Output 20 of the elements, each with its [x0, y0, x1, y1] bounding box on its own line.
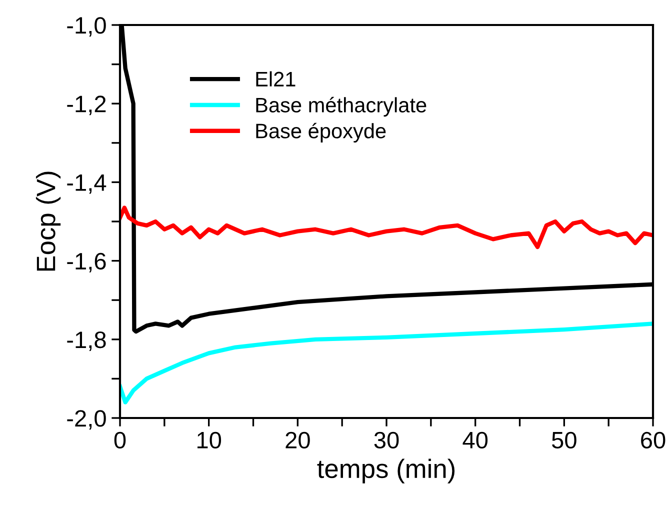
y-tick-label: -1,8 — [67, 331, 106, 351]
line-series — [120, 322, 653, 404]
y-tick-label: -1,0 — [67, 17, 106, 37]
x-tick-label: 30 — [374, 432, 399, 449]
x-tick-label: 50 — [552, 432, 576, 449]
line-series — [120, 206, 653, 250]
x-tick-label: 60 — [641, 432, 666, 449]
x-tick-label: 10 — [198, 432, 222, 449]
legend-label: El21 — [256, 71, 296, 86]
y-tick-label: -1,6 — [67, 252, 106, 272]
x-tick-label: 40 — [462, 432, 488, 449]
y-tick-label: -1,2 — [67, 96, 106, 116]
y-tick-label: -1,4 — [67, 174, 106, 194]
y-tick-label: -2,0 — [67, 410, 106, 430]
x-tick-label: 20 — [286, 432, 310, 449]
legend-label: Base méthacrylate — [256, 96, 426, 117]
legend-label: Base époxyde — [256, 122, 386, 143]
x-tick-label: 0 — [114, 432, 126, 449]
x-axis-title: temps (min) — [317, 458, 455, 484]
y-axis-title: Eocp (V) — [36, 172, 61, 271]
